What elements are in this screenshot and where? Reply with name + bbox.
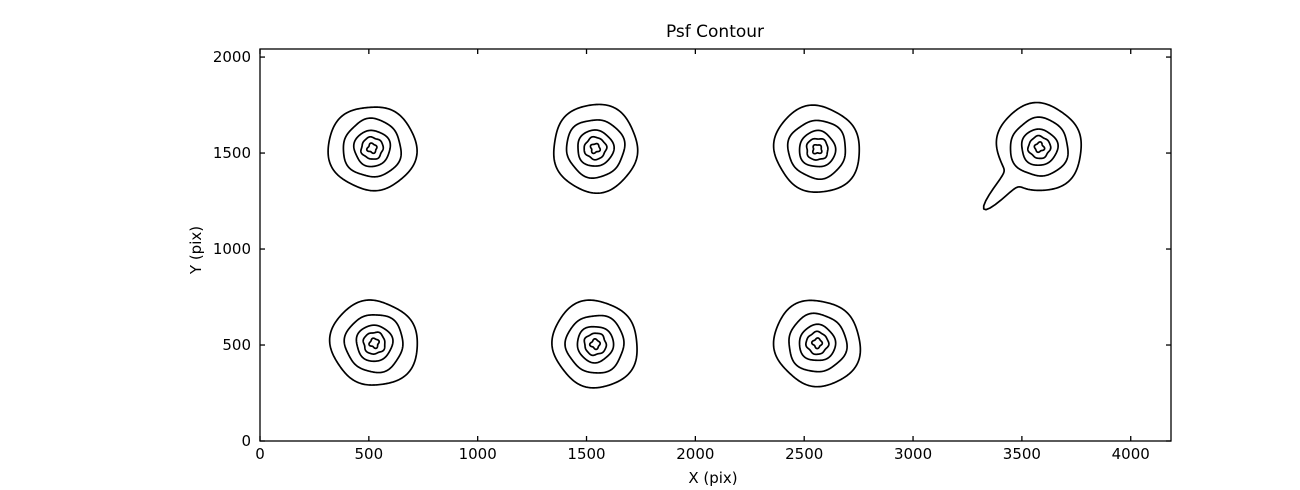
contour-ring (328, 299, 419, 386)
x-tick-label: 1500 (567, 445, 605, 463)
contour-ring (362, 331, 386, 355)
x-tick-label: 1000 (459, 445, 497, 463)
x-tick-label: 2500 (785, 445, 823, 463)
x-axis-label: X (pix) (688, 469, 737, 487)
x-tick-label: 500 (355, 445, 384, 463)
contour-ring (588, 337, 602, 351)
contour-ring (583, 332, 608, 357)
contour-ring (564, 314, 625, 374)
contour-ring (343, 314, 404, 374)
contour-ring (798, 129, 837, 168)
plot-title: Psf Contour (666, 22, 764, 42)
x-tick-label: 0 (255, 445, 265, 463)
contour-ring (552, 103, 639, 195)
contour-ring (589, 142, 602, 155)
contour-ring (1009, 116, 1069, 177)
x-tick-label: 2000 (676, 445, 714, 463)
plot-frame (259, 48, 1172, 442)
contour-ring (982, 101, 1083, 211)
contour-ring (576, 325, 615, 364)
y-tick-label: 2000 (213, 48, 251, 66)
contour-ring (798, 323, 837, 362)
x-tick-label: 3000 (894, 445, 932, 463)
contour-ring (1026, 134, 1052, 160)
contour-ring (352, 129, 392, 168)
contour-ring (812, 143, 823, 155)
contour-ring (577, 129, 616, 167)
contour-ring (786, 119, 847, 181)
contour-ring (1033, 141, 1046, 154)
y-tick-label: 500 (222, 336, 251, 354)
contour-ring (551, 299, 638, 389)
contour-ring (805, 330, 830, 356)
contour-ring (365, 142, 378, 155)
contour-ring (772, 104, 861, 193)
contour-lines-group (327, 101, 1083, 389)
contour-ring (1020, 128, 1059, 167)
contour-ring (355, 324, 394, 363)
contour-ring (342, 117, 403, 178)
y-tick-label: 1000 (213, 240, 251, 258)
y-axis-label: Y (pix) (187, 226, 205, 275)
contour-ring (565, 119, 626, 180)
contour-ring (805, 137, 829, 161)
contour-ring (810, 337, 824, 350)
contour-ring (772, 299, 862, 388)
contour-ring (583, 135, 608, 161)
contour-ring (360, 135, 385, 160)
contour-ring (368, 337, 380, 350)
axis-ticks-group (259, 49, 1171, 442)
axis-tick-labels-group: 0 500 1000 1500 2000 2500 3000 3500 4000 0 500 1000… (213, 48, 1150, 463)
x-tick-label: 4000 (1112, 445, 1150, 463)
y-tick-label: 0 (241, 432, 251, 450)
y-tick-label: 1500 (213, 144, 251, 162)
contour-ring (788, 312, 848, 373)
contour-ring (327, 106, 418, 192)
x-tick-label: 3500 (1003, 445, 1041, 463)
